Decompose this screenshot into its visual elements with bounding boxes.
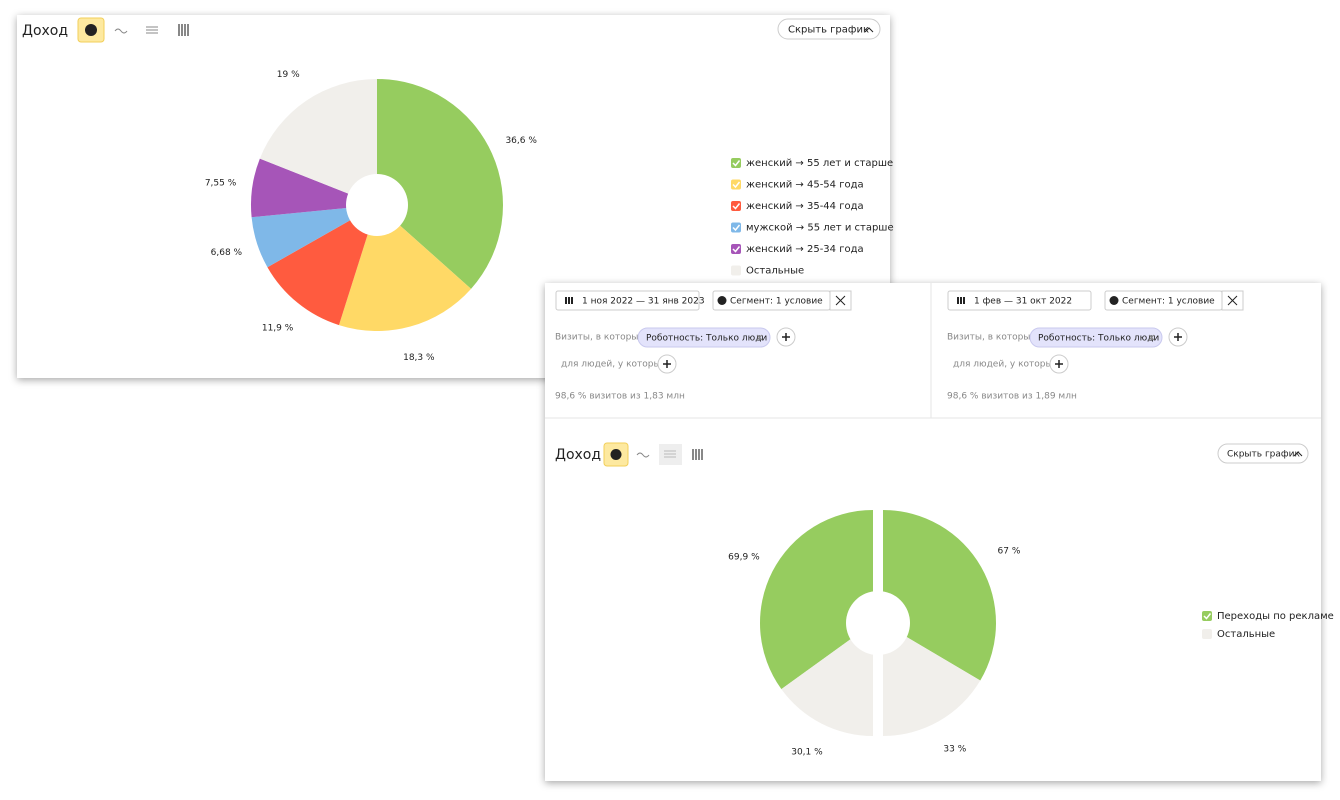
calendar-icon: [568, 297, 570, 304]
data-label: 7,55 %: [205, 178, 237, 188]
people-label: для людей, у которых: [953, 360, 1059, 370]
filter-tag-label: Роботность: Только люди: [1038, 334, 1159, 344]
plus-icon: [1174, 333, 1182, 341]
people-label: для людей, у которых: [561, 360, 667, 370]
hide-chart-button[interactable]: [777, 18, 881, 40]
visits-label: Визиты, в которых: [947, 333, 1036, 343]
date-button[interactable]: [555, 290, 700, 311]
close-icon: [835, 295, 846, 306]
pie-slice: [338, 205, 472, 332]
visits-summary: 98,6 % визитов из 1,83 млн: [555, 392, 685, 402]
segment-icon: [717, 296, 727, 305]
data-label: 18,3 %: [403, 353, 435, 363]
pie-slice: [267, 205, 377, 326]
filter-tag[interactable]: [1029, 327, 1163, 348]
calendar-icon: [565, 297, 567, 304]
legend-label[interactable]: мужской → 55 лет и старше: [746, 223, 894, 234]
hide-chart-button[interactable]: [1217, 443, 1309, 464]
tag-remove-icon: [756, 334, 763, 341]
visits-label: Визиты, в которых: [555, 333, 644, 343]
calendar-icon: [960, 297, 962, 304]
plus-icon: [782, 333, 790, 341]
area-view-button[interactable]: [146, 26, 158, 34]
data-label: 19 %: [277, 70, 300, 80]
data-label: 11,9 %: [262, 323, 294, 333]
segment-icon: [1109, 296, 1119, 305]
legend-checkbox[interactable]: [731, 201, 741, 211]
legend-label[interactable]: женский → 25-34 года: [746, 244, 864, 255]
pie-slice: [251, 158, 377, 218]
legend-checkbox[interactable]: [1202, 629, 1212, 639]
date-range: 1 фев — 31 окт 2022: [974, 297, 1072, 307]
check-mark: [732, 203, 741, 210]
pie-slice: [781, 623, 873, 736]
pie-slice: [251, 205, 377, 268]
pie-slice: [760, 510, 873, 690]
calendar-icon: [963, 297, 965, 304]
hide-chart-label: Скрыть график: [1227, 450, 1300, 460]
pie-slice: [259, 79, 377, 205]
line-view-button[interactable]: [114, 28, 128, 34]
legend-label[interactable]: женский → 35-44 года: [746, 201, 864, 212]
legend-label[interactable]: Остальные: [746, 266, 804, 277]
legend-label[interactable]: Остальные: [1217, 629, 1275, 640]
calendar-icon: [571, 297, 573, 304]
donut-hole: [346, 174, 408, 236]
pie-icon: [85, 24, 97, 36]
chevron-icon: [1293, 451, 1303, 457]
legend-label[interactable]: женский → 45-54 года: [746, 180, 864, 191]
pie-slice: [883, 623, 981, 736]
legend-checkbox[interactable]: [731, 158, 741, 168]
filter-tag[interactable]: [637, 327, 771, 348]
visits-summary: 98,6 % визитов из 1,89 млн: [947, 392, 1077, 402]
data-label: 69,9 %: [728, 552, 760, 562]
pie-icon: [610, 449, 622, 460]
pie-chart: 36,6 % 18,3 % 11,9 % 6,68 % 7,55 % 19 % женски…: [205, 70, 894, 363]
pie-slice: [377, 79, 504, 289]
data-label: 33 %: [943, 744, 966, 754]
legend-checkbox[interactable]: [731, 222, 741, 233]
bottom-panel: 1 ноя 2022 — 31 янв 2023 Сегмент: 1 услов…: [545, 283, 1334, 781]
legend-label[interactable]: женский → 55 лет и старше: [746, 158, 893, 169]
filter-tag-label: Роботность: Только люди: [646, 334, 767, 344]
check-mark: [1203, 613, 1212, 620]
top-panel: Доход Скрыть график 36,6 % 18,3 % 11,9 % 6,…: [17, 15, 894, 378]
date-range: 1 ноя 2022 — 31 янв 2023: [582, 297, 705, 307]
check-mark: [732, 224, 741, 232]
data-label: 30,1 %: [791, 748, 823, 758]
close-icon: [1227, 295, 1238, 306]
panel-title: Доход: [555, 447, 601, 463]
area-icon: [664, 450, 676, 458]
data-label: 36,6 %: [505, 136, 537, 146]
chevron-icon: [864, 27, 874, 33]
pie-slice: [883, 510, 996, 681]
segment-label: Сегмент: 1 условие: [1122, 297, 1215, 307]
data-label: 6,68 %: [211, 248, 243, 258]
legend-label[interactable]: Переходы по рекламе: [1217, 611, 1334, 622]
legend-checkbox[interactable]: [731, 244, 741, 254]
check-mark: [732, 181, 741, 189]
line-view-button[interactable]: [636, 452, 650, 458]
split-pie-chart: 69,9 % 30,1 % 67 % 33 % Переходы по рекламе О…: [728, 510, 1334, 758]
check-mark: [732, 160, 741, 167]
segments: 1 ноя 2022 — 31 янв 2023 Сегмент: 1 услов…: [555, 290, 1244, 402]
calendar-icon: [957, 297, 959, 304]
legend-checkbox[interactable]: [1202, 611, 1212, 621]
legend-checkbox[interactable]: [731, 179, 741, 190]
plus-icon: [1055, 360, 1063, 368]
bar-view-button[interactable]: [692, 449, 703, 460]
hide-chart-label: Скрыть график: [788, 25, 869, 36]
legend-checkbox[interactable]: [731, 265, 741, 276]
panel-title: Доход: [22, 23, 68, 39]
check-mark: [732, 246, 741, 253]
tag-remove-icon: [1148, 334, 1155, 341]
donut-hole: [846, 591, 910, 655]
segment-label: Сегмент: 1 условие: [730, 297, 823, 307]
data-label: 67 %: [998, 547, 1021, 557]
plus-icon: [663, 360, 671, 368]
bar-view-button[interactable]: [178, 24, 189, 36]
date-button[interactable]: [947, 290, 1092, 311]
